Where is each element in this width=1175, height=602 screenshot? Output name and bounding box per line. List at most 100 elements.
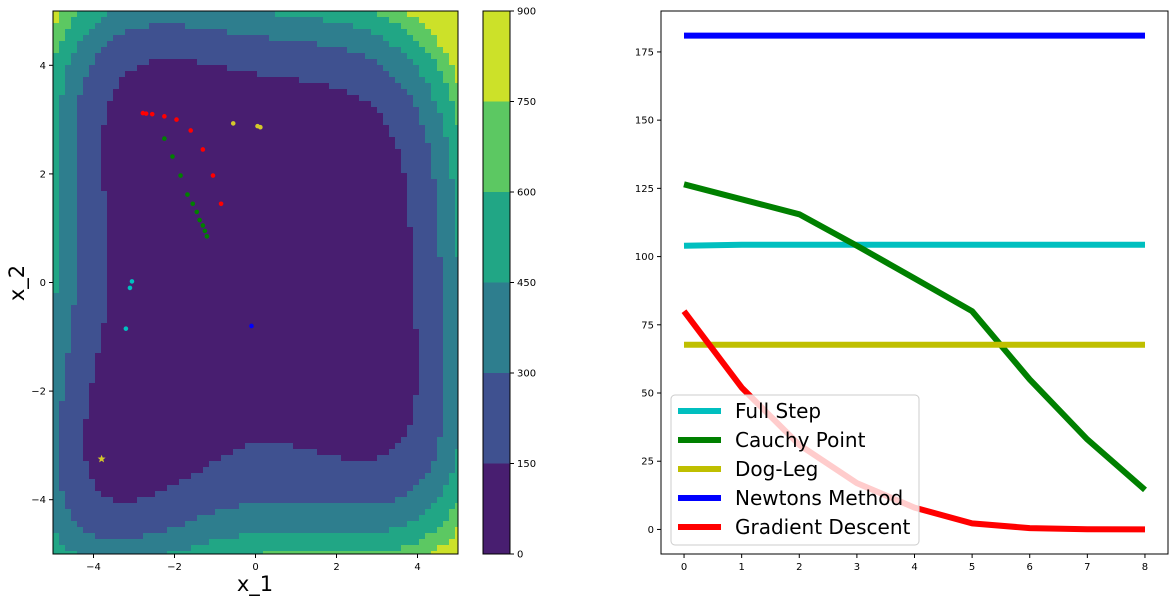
contour-cell <box>137 395 144 402</box>
contour-cell <box>101 365 108 372</box>
contour-cell <box>365 179 372 186</box>
contour-cell <box>191 395 198 402</box>
contour-cell <box>233 413 240 420</box>
contour-cell <box>179 281 186 288</box>
contour-cell <box>443 329 450 336</box>
contour-cell <box>59 113 66 120</box>
contour-cell <box>269 299 276 306</box>
contour-cell <box>431 335 438 342</box>
contour-cell <box>107 101 114 108</box>
contour-cell <box>161 371 168 378</box>
contour-cell <box>239 341 246 348</box>
contour-cell <box>377 17 384 24</box>
contour-cell <box>401 311 408 318</box>
contour-cell <box>95 287 102 294</box>
contour-cell <box>191 239 198 246</box>
contour-cell <box>383 251 390 258</box>
contour-cell <box>281 371 288 378</box>
contour-cell <box>209 293 216 300</box>
contour-cell <box>239 221 246 228</box>
contour-cell <box>149 449 156 456</box>
contour-cell <box>59 347 66 354</box>
contour-cell <box>287 323 294 330</box>
contour-cell <box>131 443 138 450</box>
contour-cell <box>95 143 102 150</box>
contour-cell <box>233 389 240 396</box>
contour-cell <box>161 191 168 198</box>
contour-cell <box>455 317 458 324</box>
contour-cell <box>197 263 204 270</box>
contour-cell <box>125 281 132 288</box>
contour-cell <box>203 317 210 324</box>
contour-cell <box>299 143 306 150</box>
contour-cell <box>443 353 450 360</box>
contour-cell <box>251 371 258 378</box>
contour-cell <box>191 41 198 48</box>
contour-cell <box>107 419 114 426</box>
contour-cell <box>197 311 204 318</box>
contour-cell <box>185 185 192 192</box>
contour-cell <box>191 59 198 66</box>
contour-cell <box>185 161 192 168</box>
contour-cell <box>143 425 150 432</box>
contour-cell <box>269 431 276 438</box>
contour-cell <box>125 437 132 444</box>
contour-cell <box>377 185 384 192</box>
contour-cell <box>359 11 366 18</box>
contour-cell <box>185 287 192 294</box>
contour-cell <box>101 149 108 156</box>
contour-cell <box>455 71 458 78</box>
contour-cell <box>95 203 102 210</box>
contour-cell <box>407 287 414 294</box>
contour-cell <box>335 431 342 438</box>
contour-cell <box>167 53 174 60</box>
contour-cell <box>401 347 408 354</box>
contour-cell <box>143 155 150 162</box>
contour-cell <box>449 47 456 54</box>
contour-cell <box>281 179 288 186</box>
contour-cell <box>77 179 84 186</box>
contour-cell <box>263 227 270 234</box>
contour-cell <box>257 95 264 102</box>
contour-cell <box>311 401 318 408</box>
contour-cell <box>59 233 66 240</box>
contour-cell <box>107 263 114 270</box>
contour-cell <box>329 119 336 126</box>
contour-cell <box>449 377 456 384</box>
contour-cell <box>101 221 108 228</box>
contour-cell <box>317 275 324 282</box>
contour-cell <box>365 17 372 24</box>
contour-cell <box>377 257 384 264</box>
contour-cell <box>281 251 288 258</box>
contour-cell <box>65 335 72 342</box>
contour-cell <box>275 179 282 186</box>
contour-cell <box>419 359 426 366</box>
contour-cell <box>233 101 240 108</box>
contour-cell <box>119 167 126 174</box>
contour-cell <box>59 329 66 336</box>
contour-cell <box>119 125 126 132</box>
contour-cell <box>257 443 264 450</box>
contour-cell <box>335 221 342 228</box>
contour-cell <box>233 437 240 444</box>
contour-cell <box>269 329 276 336</box>
contour-cell <box>77 95 84 102</box>
contour-cell <box>329 77 336 84</box>
contour-cell <box>449 53 456 60</box>
contour-cell <box>65 113 72 120</box>
contour-cell <box>167 389 174 396</box>
contour-cell <box>281 317 288 324</box>
contour-cell <box>113 257 120 264</box>
contour-cell <box>239 383 246 390</box>
contour-cell <box>131 41 138 48</box>
contour-cell <box>239 395 246 402</box>
contour-cell <box>251 185 258 192</box>
contour-cell <box>59 431 66 438</box>
contour-cell <box>257 155 264 162</box>
contour-cell <box>77 449 84 456</box>
contour-cell <box>131 389 138 396</box>
contour-cell <box>293 371 300 378</box>
contour-cell <box>191 383 198 390</box>
contour-cell <box>281 377 288 384</box>
contour-cell <box>401 365 408 372</box>
